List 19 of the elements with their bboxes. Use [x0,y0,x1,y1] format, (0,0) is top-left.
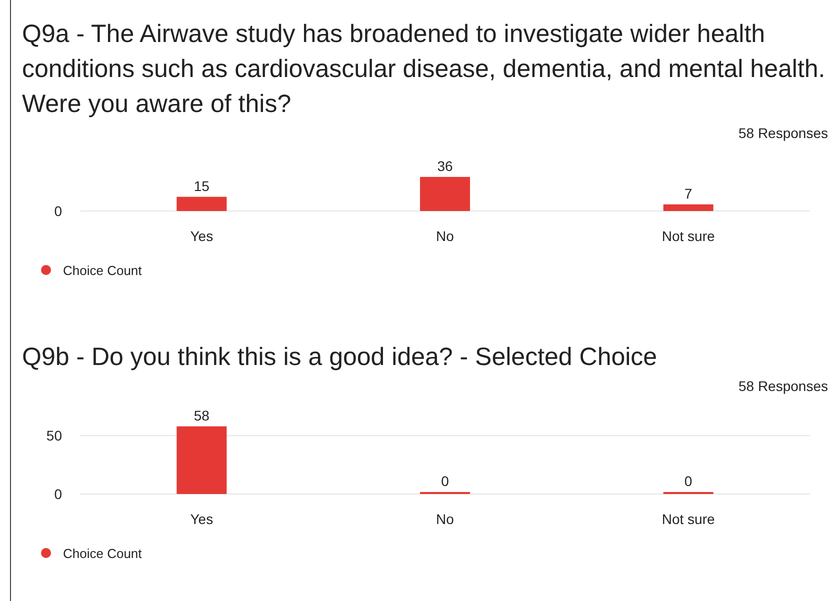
data-label: 7 [684,185,692,202]
x-tick-label: Not sure [662,228,715,244]
data-label: 58 [194,407,210,424]
y-tick-label: 50 [46,428,62,444]
data-label: 15 [194,178,210,194]
legend-label: Choice Count [63,263,142,278]
data-label: 0 [441,473,450,489]
x-tick-label: No [436,511,454,527]
legend-label: Choice Count [63,546,142,561]
data-label: 36 [437,158,453,174]
x-tick-label: Yes [190,228,214,244]
text: 58 Responses [738,378,828,394]
x-tick-label: Not sure [662,511,715,527]
x-tick-label: No [436,228,454,244]
text: 58 Responses [738,125,828,141]
chart-title: Q9b - Do you think this is a good idea? - Selected Choice [22,343,658,371]
data-label: 0 [684,473,692,489]
x-tick-label: Yes [190,511,214,527]
chart-title: Q9a - The Airwave study has broadened to investigate wider health conditions such as cardiovascular disease, dementia, and mental health. Were you aware of this? [22,20,826,118]
